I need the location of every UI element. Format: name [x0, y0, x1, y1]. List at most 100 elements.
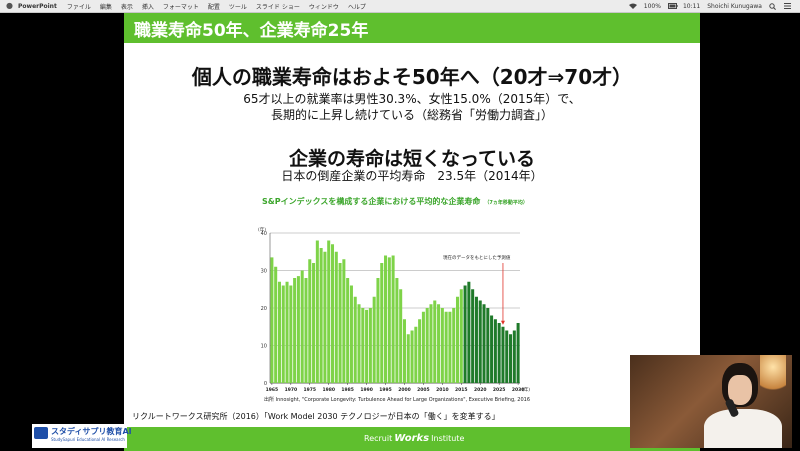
clock[interactable]: 10:11: [682, 2, 701, 10]
studysapuri-logo: スタディサプリ教育AI StudySapuri Educational AI R…: [32, 424, 132, 448]
bar: [437, 304, 441, 383]
bar: [346, 278, 350, 383]
bar: [338, 263, 342, 383]
bar: [270, 257, 274, 383]
wifi-icon[interactable]: [628, 3, 637, 9]
bar: [285, 281, 289, 383]
lamp-light: [760, 355, 786, 395]
recruit-works-logo: Recruit Works Institute: [364, 433, 464, 444]
y-tick-label: 20: [261, 306, 267, 312]
annotation-arrow-head: [500, 320, 505, 325]
x-tick-label: 1980: [322, 387, 335, 393]
bar: [304, 278, 308, 383]
bar: [349, 285, 353, 383]
x-tick-label: 2025: [493, 387, 506, 393]
bar: [372, 296, 376, 383]
studysapuri-icon: [34, 427, 48, 439]
footer-bar: Recruit Works Institute: [124, 427, 700, 451]
bar: [296, 276, 300, 383]
bar: [501, 326, 505, 383]
bar: [353, 296, 357, 383]
bar: [380, 263, 384, 383]
bar: [421, 311, 425, 383]
bar: [418, 319, 422, 383]
bar: [289, 285, 293, 383]
y-tick-label: 10: [261, 344, 267, 350]
bar: [319, 248, 323, 383]
bar: [440, 308, 444, 383]
bar: [402, 319, 406, 383]
footer-brand-pre: Recruit: [364, 434, 393, 443]
speaker-body: [704, 409, 782, 448]
battery-icon[interactable]: [667, 3, 678, 9]
heading-company-lifespan: 企業の寿命は短くなっている: [288, 148, 536, 170]
x-tick-label: 2030: [512, 387, 525, 393]
menu-item-window[interactable]: ウィンドウ: [308, 3, 339, 11]
bar: [361, 308, 365, 383]
menubar: ● PowerPoint ファイル 編集 表示 挿入 フォーマット 配置 ツール…: [0, 0, 800, 13]
search-icon[interactable]: [769, 3, 777, 10]
bar: [512, 330, 516, 383]
bar: [455, 296, 460, 383]
bar: [395, 278, 399, 383]
bar: [406, 334, 410, 383]
x-tick-label: 1965: [266, 387, 279, 393]
bar: [497, 323, 501, 383]
menu-item-tools[interactable]: ツール: [228, 3, 247, 11]
bar: [391, 255, 395, 383]
employment-rate-text-2: 長期的に上昇し続けている（総務省「労働力調査」）: [270, 108, 553, 122]
bar: [376, 278, 380, 383]
y-tick-label: 40: [261, 231, 267, 237]
bar: [490, 315, 494, 383]
bar: [410, 330, 414, 383]
bar: [293, 278, 297, 383]
menu-item-slideshow[interactable]: スライド ショー: [255, 3, 300, 11]
chart-title: S&Pインデックスを構成する企業における平均的な企業寿命 （7ヵ年移動平均）: [262, 196, 528, 207]
x-tick-label: 2015: [455, 387, 468, 393]
menu-list-icon[interactable]: [784, 3, 792, 9]
bar: [281, 285, 285, 383]
bar: [300, 270, 304, 383]
status-area: 100% 10:11 Shoichi Kunugawa: [628, 2, 792, 10]
apple-icon[interactable]: ●: [6, 1, 13, 10]
menu-item-view[interactable]: 表示: [120, 3, 133, 11]
menu-item-arrange[interactable]: 配置: [207, 3, 220, 11]
bar: [387, 257, 391, 383]
slide: 職業寿命50年、企業寿命25年 個人の職業寿命はおよそ50年へ（20才⇒70才）…: [124, 13, 700, 451]
bar: [433, 300, 437, 383]
x-tick-label: 2005: [417, 387, 430, 393]
menu-item-help[interactable]: ヘルプ: [347, 3, 366, 11]
bar: [429, 304, 433, 383]
bar: [327, 240, 331, 383]
heading-career-lifespan: 個人の職業寿命はおよそ50年へ（20才⇒70才）: [191, 65, 633, 89]
menu-item-file[interactable]: ファイル: [66, 3, 91, 11]
bar: [399, 289, 403, 383]
bar: [482, 304, 486, 383]
bar: [365, 309, 369, 383]
bar: [452, 308, 456, 383]
slide-title: 職業寿命50年、企業寿命25年: [134, 21, 369, 41]
bar: [342, 259, 346, 383]
menu-item-insert[interactable]: 挿入: [141, 3, 154, 11]
bar: [384, 255, 388, 383]
menu-item-edit[interactable]: 編集: [99, 3, 112, 11]
studysapuri-sub: StudySapuri Educational AI Research: [51, 437, 125, 442]
bankrupt-lifespan-text: 日本の倒産企業の平均寿命 23.5年（2014年）: [281, 169, 543, 183]
chart-title-note: （7ヵ年移動平均）: [484, 200, 528, 206]
bar: [330, 244, 335, 383]
source-note: リクルートワークス研究所（2016）「Work Model 2030 テクノロジ…: [132, 412, 500, 421]
x-tick-label: 1990: [360, 387, 373, 393]
studysapuri-name: スタディサプリ教育AI: [51, 427, 132, 436]
bar: [474, 296, 478, 383]
bar: [274, 266, 278, 383]
user-name[interactable]: Shoichi Kunugawa: [707, 2, 762, 10]
bar: [516, 323, 520, 383]
bar: [323, 251, 327, 383]
footer-brand-mid: Works: [394, 433, 430, 444]
x-tick-label: 1985: [341, 387, 354, 393]
menu-item-format[interactable]: フォーマット: [162, 3, 199, 11]
app-name[interactable]: PowerPoint: [18, 2, 57, 10]
bar: [308, 259, 312, 383]
webcam-video: [630, 355, 792, 448]
